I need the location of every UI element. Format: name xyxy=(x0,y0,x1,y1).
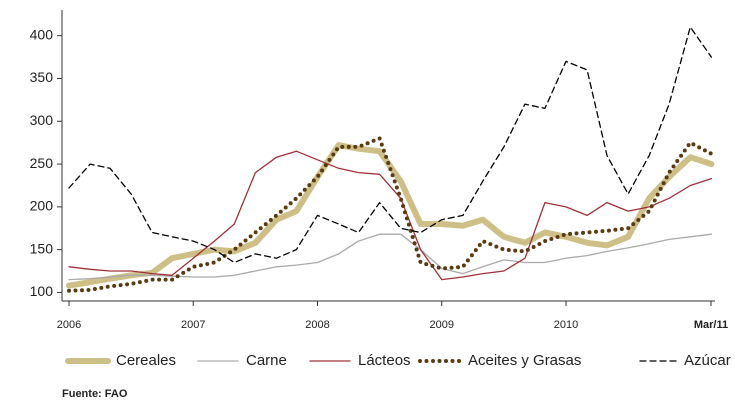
series-line xyxy=(66,142,715,289)
y-tick-label: 300 xyxy=(30,112,54,128)
x-tick-label: Mar/11 xyxy=(694,319,728,331)
y-tick-label: 250 xyxy=(30,155,54,171)
legend-label: Carne xyxy=(246,352,287,369)
y-tick-label: 200 xyxy=(30,198,54,214)
y-tick-label: 400 xyxy=(30,26,54,42)
legend-label: Lácteos xyxy=(358,352,411,369)
x-tick-label: 2008 xyxy=(305,319,329,331)
series-line xyxy=(68,26,713,264)
series-line xyxy=(68,150,713,281)
series-line xyxy=(68,233,713,281)
legend-label: Aceites y Grasas xyxy=(468,352,581,369)
x-tick-label: 2007 xyxy=(181,319,205,331)
legend-label: Cereales xyxy=(116,352,176,369)
y-tick-label: 150 xyxy=(30,240,54,256)
legend-label: Azúcar xyxy=(684,352,731,369)
y-tick-label: 350 xyxy=(30,69,54,85)
series-line xyxy=(67,136,714,293)
y-tick-label: 100 xyxy=(30,283,54,299)
x-tick-label: 2006 xyxy=(57,319,81,331)
source-note: Fuente: FAO xyxy=(62,388,128,400)
x-tick-label: 2009 xyxy=(430,319,454,331)
x-tick-label: 2010 xyxy=(554,319,578,331)
